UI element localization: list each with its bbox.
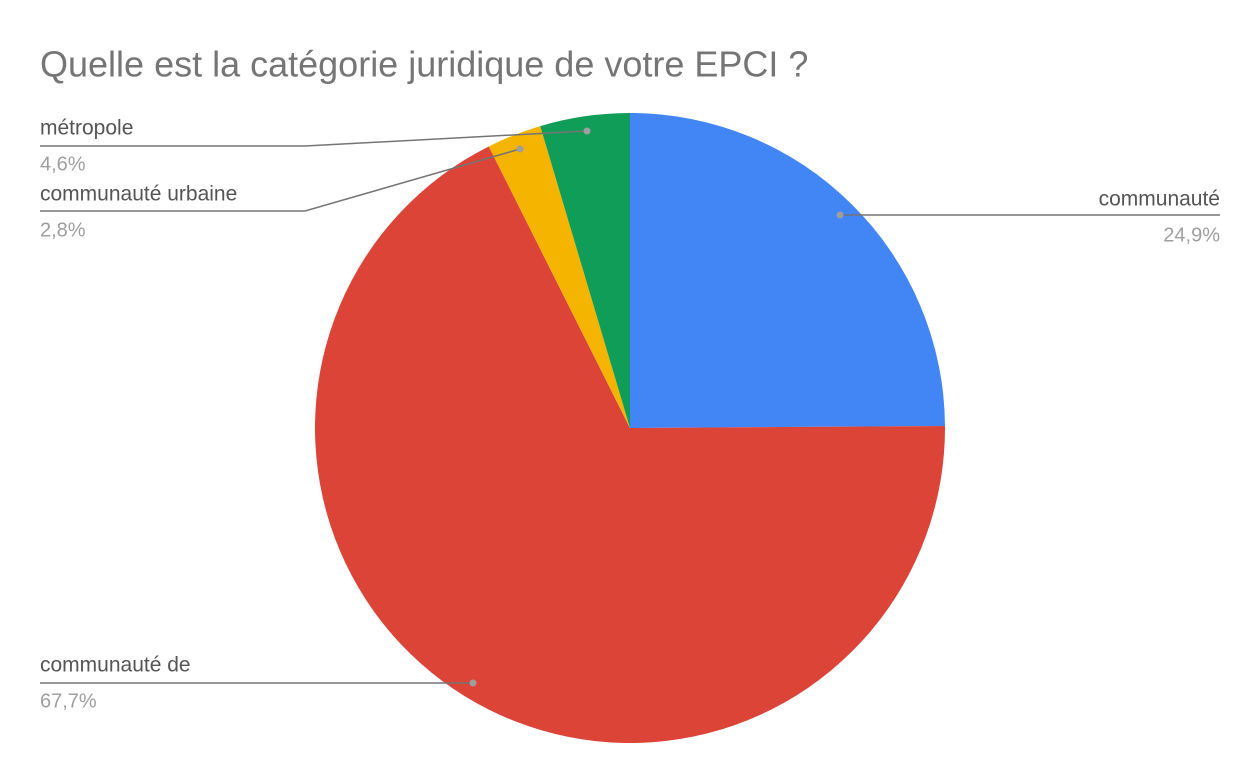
value-label: 24,9% [1163,224,1220,246]
value-label: 67,7% [40,690,97,712]
pie-slice [630,113,945,428]
chart-title: Quelle est la catégorie juridique de vot… [40,44,808,85]
slice-label: communauté [1099,188,1220,211]
slice-label: communauté de [40,654,191,677]
leader-dot [583,127,591,135]
leader-line [40,130,588,147]
pie-slice [540,113,630,428]
leader-line [40,148,521,212]
leader-dot [516,145,524,153]
value-label: 4,6% [40,153,86,175]
value-label: 2,8% [40,219,86,241]
leader-dot [836,211,844,219]
pie-slice [488,126,630,428]
pie-slice [315,146,945,744]
slice-label: communauté urbaine [40,183,237,206]
leader-dot [469,679,477,687]
slice-label: métropole [40,117,133,140]
